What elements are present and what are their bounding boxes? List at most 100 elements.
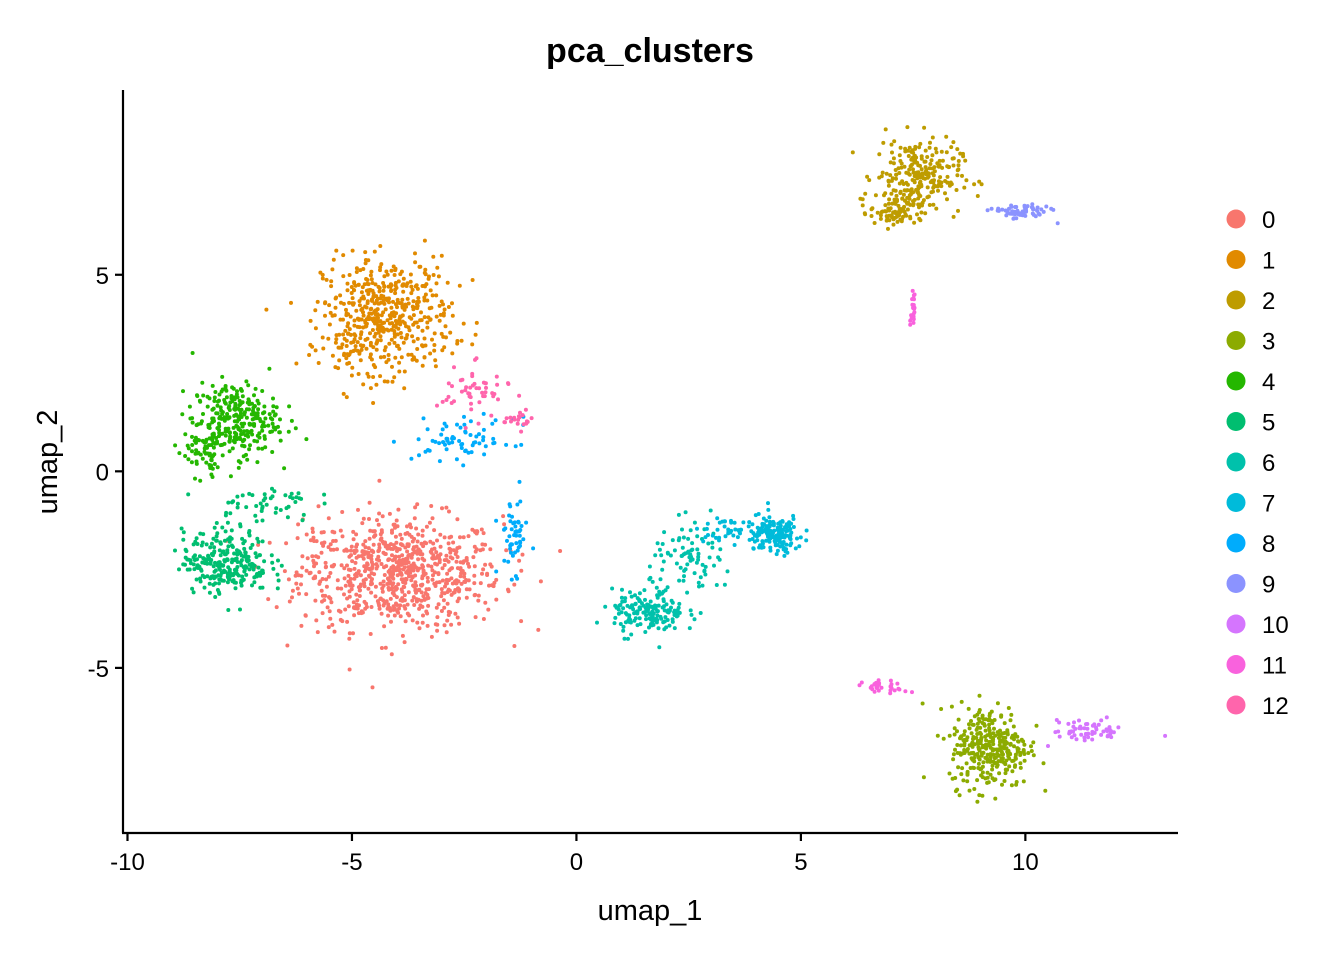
data-point xyxy=(405,611,410,616)
data-point xyxy=(255,433,260,438)
data-point xyxy=(210,455,214,459)
data-point xyxy=(346,321,351,326)
data-point xyxy=(888,691,893,696)
data-point xyxy=(990,739,995,744)
data-point xyxy=(676,512,681,517)
data-point xyxy=(416,325,421,329)
data-point xyxy=(889,191,894,196)
data-point xyxy=(270,421,275,426)
data-point xyxy=(714,583,719,587)
data-point xyxy=(371,363,376,367)
data-point xyxy=(399,301,404,306)
data-point xyxy=(413,260,418,265)
data-point xyxy=(377,603,382,608)
data-point xyxy=(312,564,316,569)
data-point xyxy=(311,576,316,581)
data-point xyxy=(320,276,325,281)
data-point xyxy=(357,299,362,304)
data-point xyxy=(243,550,248,555)
data-point xyxy=(897,171,902,175)
data-point xyxy=(472,573,477,578)
data-point xyxy=(239,583,244,588)
data-point xyxy=(873,193,878,198)
data-point xyxy=(353,283,358,288)
data-point xyxy=(274,605,279,610)
data-point xyxy=(930,153,935,158)
data-point xyxy=(962,729,967,734)
data-point xyxy=(425,579,430,584)
data-point xyxy=(461,463,466,468)
data-point xyxy=(918,141,923,146)
data-point xyxy=(374,347,379,352)
data-point xyxy=(300,565,305,570)
data-point xyxy=(468,433,473,437)
data-point xyxy=(686,549,691,554)
data-point xyxy=(698,611,703,615)
data-point xyxy=(409,284,414,289)
data-point xyxy=(635,596,640,601)
data-point xyxy=(364,346,369,351)
data-point xyxy=(918,218,923,223)
data-point xyxy=(637,599,642,604)
data-point xyxy=(954,188,959,192)
data-point xyxy=(610,586,615,591)
data-point xyxy=(273,510,278,515)
data-point xyxy=(367,536,372,541)
data-point xyxy=(656,626,661,631)
data-point xyxy=(509,419,513,424)
data-point xyxy=(437,459,442,464)
data-point xyxy=(1041,761,1046,766)
data-point xyxy=(366,288,371,293)
data-point xyxy=(260,446,265,451)
data-point xyxy=(722,582,727,587)
data-point xyxy=(419,310,423,315)
data-point xyxy=(524,421,529,426)
data-point xyxy=(376,284,381,289)
data-point xyxy=(453,611,458,616)
data-point xyxy=(472,581,477,586)
data-point xyxy=(367,500,372,505)
data-point xyxy=(927,166,932,171)
data-point xyxy=(775,535,780,540)
data-point xyxy=(990,736,995,740)
data-point xyxy=(287,404,292,409)
data-point xyxy=(421,613,425,618)
data-point xyxy=(404,336,409,340)
data-point xyxy=(483,600,488,605)
data-point xyxy=(239,407,244,412)
data-point xyxy=(483,444,488,449)
data-point xyxy=(329,284,334,289)
data-point xyxy=(619,595,624,600)
data-point xyxy=(353,560,358,565)
data-point xyxy=(647,577,652,582)
data-point xyxy=(766,529,771,534)
data-point xyxy=(235,505,240,510)
data-point xyxy=(422,336,427,341)
data-point xyxy=(912,174,917,179)
data-point xyxy=(448,330,453,335)
data-point xyxy=(474,386,479,391)
data-point xyxy=(343,607,348,612)
data-point xyxy=(286,429,291,434)
data-point xyxy=(452,365,456,370)
data-point xyxy=(969,731,974,736)
series-9-points xyxy=(985,202,1060,226)
data-point xyxy=(628,605,633,610)
data-point xyxy=(408,279,413,284)
data-point xyxy=(457,587,462,592)
data-point xyxy=(450,313,455,318)
data-point xyxy=(370,685,375,690)
data-point xyxy=(344,395,349,400)
data-point xyxy=(250,422,255,427)
data-point xyxy=(244,415,249,420)
data-point xyxy=(980,770,985,775)
data-point xyxy=(354,308,359,313)
data-point xyxy=(218,405,223,410)
data-point xyxy=(907,167,912,172)
data-point xyxy=(389,288,394,293)
data-point xyxy=(374,562,379,567)
data-point xyxy=(433,556,438,561)
data-point xyxy=(379,528,384,533)
data-point xyxy=(937,158,942,163)
data-point xyxy=(682,574,686,579)
